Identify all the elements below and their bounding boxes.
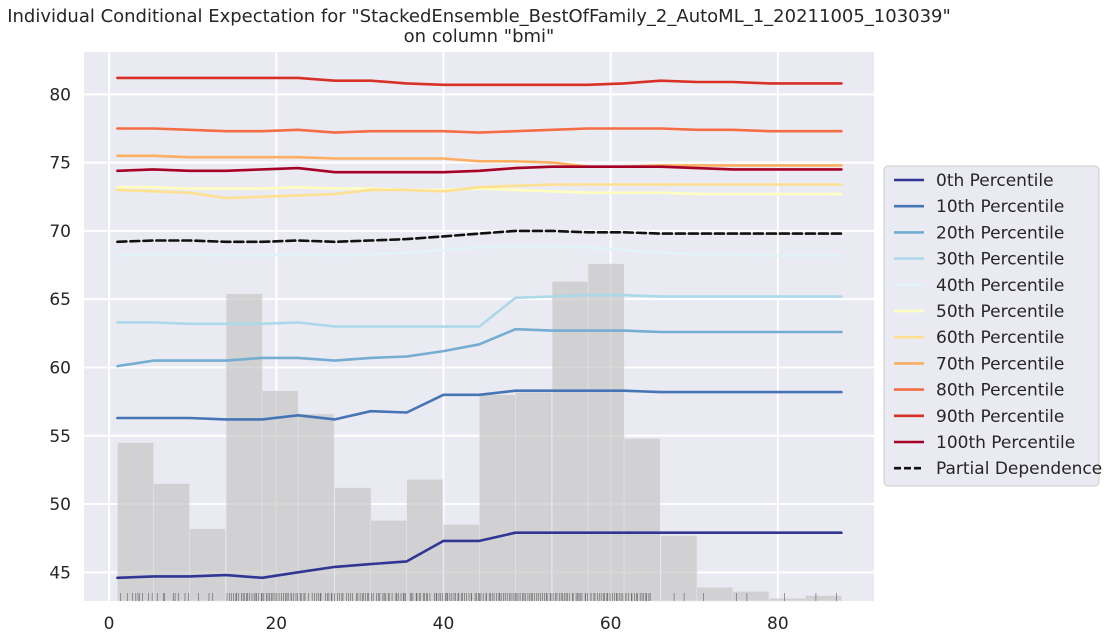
x-tick-label: 40 (433, 614, 455, 634)
histogram-bar (370, 520, 408, 602)
histogram-bar (732, 591, 770, 602)
legend-label: 90th Percentile (936, 407, 1064, 427)
legend-label: Partial Dependence (936, 459, 1102, 479)
histogram-bar (660, 535, 698, 602)
series-line-30th-percentile (116, 293, 843, 328)
histogram-bar (515, 391, 552, 602)
rug-plot (120, 593, 837, 601)
histogram-bar (334, 487, 372, 602)
y-tick-label: 75 (49, 154, 71, 174)
chart-subtitle: on column "bmi" (404, 26, 555, 47)
series-lines (116, 76, 843, 580)
chart-title: Individual Conditional Expectation for "… (7, 6, 951, 27)
histogram-bar (479, 394, 516, 602)
histogram-bar (297, 413, 335, 602)
y-tick-label: 80 (49, 85, 71, 105)
histogram-bar (696, 587, 734, 602)
legend-label: 0th Percentile (936, 171, 1054, 191)
legend-label: 50th Percentile (936, 302, 1064, 322)
histogram-bar (805, 595, 842, 602)
legend-box (883, 165, 1100, 487)
y-tick-labels: 45 50 55 60 65 70 75 80 (49, 85, 71, 583)
y-tick-label: 60 (49, 358, 71, 378)
x-tick-label: 0 (104, 614, 115, 634)
series-line-40th-percentile (116, 244, 843, 257)
series-line-partial-dependence (116, 229, 843, 244)
histogram (117, 263, 842, 602)
histogram-bar (225, 293, 263, 602)
series-line-80th-percentile (116, 127, 843, 134)
histogram-bar (623, 438, 661, 602)
legend-label: 30th Percentile (936, 250, 1064, 270)
series-line-0th-percentile (116, 531, 843, 580)
legend-label: 60th Percentile (936, 328, 1064, 348)
y-tick-label: 65 (49, 290, 71, 310)
histogram-bar (443, 524, 480, 602)
y-tick-label: 55 (49, 427, 71, 447)
legend: 0th Percentile 10th Percentile 20th Percen… (883, 165, 1102, 487)
series-line-20th-percentile (116, 327, 843, 368)
y-tick-label: 70 (49, 222, 71, 242)
histogram-bar (117, 442, 154, 602)
x-tick-label: 80 (767, 614, 789, 634)
series-line-90th-percentile (116, 76, 843, 87)
histogram-bar (261, 390, 299, 602)
series-line-10th-percentile (116, 389, 843, 421)
series-line-50th-percentile (116, 185, 843, 196)
x-tick-label: 20 (265, 614, 287, 634)
histogram-bar (587, 263, 625, 602)
series-line-60th-percentile (116, 183, 843, 200)
x-tick-label: 60 (600, 614, 622, 634)
histogram-bar (551, 281, 589, 602)
legend-label: 10th Percentile (936, 197, 1064, 217)
legend-label: 70th Percentile (936, 354, 1064, 374)
y-tick-label: 45 (49, 563, 71, 583)
y-tick-label: 50 (49, 495, 71, 515)
series-line-70th-percentile (116, 154, 843, 168)
histogram-bar (769, 597, 807, 602)
histogram-bar (406, 479, 444, 602)
legend-label: 80th Percentile (936, 381, 1064, 401)
legend-label: 20th Percentile (936, 223, 1064, 243)
x-tick-labels: 0 20 40 60 80 (104, 614, 789, 634)
histogram-bar (153, 483, 190, 602)
legend-label: 40th Percentile (936, 276, 1064, 296)
histogram-bar (189, 528, 226, 602)
rug-marks (120, 593, 837, 601)
legend-label: 100th Percentile (936, 433, 1075, 453)
series-line-100th-percentile (116, 165, 843, 174)
